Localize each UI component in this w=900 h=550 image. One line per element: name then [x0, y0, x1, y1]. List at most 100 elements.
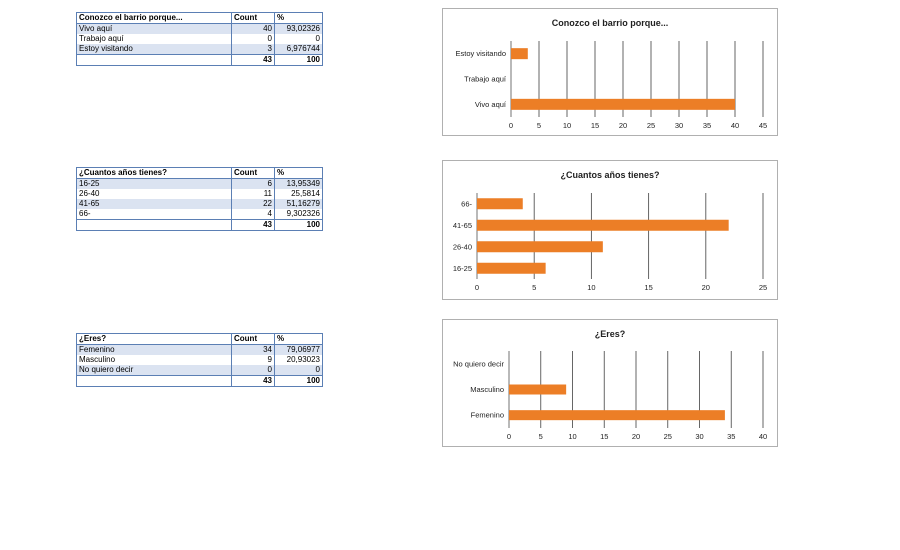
- row-count: 6: [231, 178, 275, 189]
- x-tick-label: 0: [475, 283, 479, 292]
- x-tick-label: 20: [702, 283, 710, 292]
- bar: [511, 48, 528, 60]
- row-percent: 20,93023: [286, 355, 320, 364]
- table-header-row: Conozco el barrio porque... Count %: [76, 12, 323, 24]
- row-count: 40: [231, 23, 275, 34]
- row-percent: 79,06977: [274, 344, 323, 355]
- table-row: Estoy visitando 3 6,976744: [76, 44, 323, 55]
- category-label: 41-65: [453, 221, 472, 230]
- category-label: Estoy visitando: [456, 49, 506, 58]
- category-label: Trabajo aquí: [464, 75, 507, 84]
- x-tick-label: 10: [568, 432, 576, 441]
- x-tick-label: 5: [539, 432, 543, 441]
- chart-title: ¿Eres?: [595, 329, 626, 339]
- row-count: 3: [231, 44, 275, 55]
- header-question: ¿Eres?: [76, 333, 232, 345]
- x-tick-label: 5: [532, 283, 536, 292]
- row-percent: 93,02326: [274, 23, 323, 34]
- table-row: Trabajo aquí 0 0: [76, 34, 323, 44]
- table-row: 26-40 11 25,5814: [76, 189, 323, 199]
- category-label: Vivo aquí: [475, 100, 507, 109]
- row-label: Estoy visitando: [76, 44, 232, 55]
- total-count: 43: [231, 219, 275, 231]
- chart-plot-area: 0 5 10 15 20 25 30 35 40 45 Vivo aquí Trabajo aquí E…: [456, 41, 767, 130]
- row-percent: 51,16279: [274, 199, 323, 209]
- header-count: Count: [231, 333, 275, 345]
- row-count: 9: [231, 355, 275, 365]
- total-percent: 100: [274, 54, 323, 66]
- total-percent: 100: [274, 375, 323, 387]
- header-question: Conozco el barrio porque...: [76, 12, 232, 24]
- category-label: No quiero decir: [453, 359, 504, 368]
- x-tick-label: 25: [759, 283, 767, 292]
- category-label: 26-40: [453, 242, 472, 251]
- row-percent: 0: [274, 365, 323, 376]
- x-tick-label: 15: [600, 432, 608, 441]
- table-row: Masculino 9 20,93023: [76, 355, 323, 365]
- table-total-row: 43 100: [76, 375, 323, 387]
- header-percent: %: [274, 12, 323, 24]
- row-count: 34: [231, 344, 275, 355]
- table-genero: ¿Eres? Count % Femenino 34 79,06977 Masc…: [76, 333, 323, 387]
- total-label: [76, 54, 232, 66]
- x-tick-label: 10: [563, 121, 571, 130]
- x-tick-label: 25: [664, 432, 672, 441]
- total-count: 43: [231, 54, 275, 66]
- row-label: Femenino: [76, 344, 232, 355]
- x-tick-label: 30: [675, 121, 683, 130]
- row-percent: 0: [315, 34, 320, 43]
- x-tick-label: 40: [731, 121, 739, 130]
- chart-title: Conozco el barrio porque...: [552, 18, 669, 28]
- table-row: Femenino 34 79,06977: [76, 344, 323, 355]
- x-tick-label: 10: [587, 283, 595, 292]
- bar: [477, 219, 729, 231]
- chart-plot-area: 0 5 10 15 20 25 30 35 40 Femenino Masculino No quie…: [453, 351, 767, 441]
- chart-barrio: Conozco el barrio porque... 0 5 10 15 20 25 30…: [442, 8, 778, 136]
- header-percent: %: [274, 333, 323, 345]
- row-count: 22: [231, 199, 275, 209]
- row-label: Trabajo aquí: [76, 34, 232, 44]
- header-question: ¿Cuantos años tienes?: [76, 167, 232, 179]
- row-percent: 9,302326: [286, 209, 320, 218]
- x-tick-label: 30: [695, 432, 703, 441]
- chart-edad-svg: ¿Cuantos años tienes? 0 5 10 15 20 25 16-25 26-…: [453, 170, 767, 292]
- table-header-row: ¿Cuantos años tienes? Count %: [76, 167, 323, 179]
- category-label: Femenino: [471, 411, 504, 420]
- chart-edad: ¿Cuantos años tienes? 0 5 10 15 20 25 16-25 26-…: [442, 160, 778, 300]
- total-percent: 100: [274, 219, 323, 231]
- row-percent: 13,95349: [274, 178, 323, 189]
- row-percent: 25,5814: [291, 189, 320, 198]
- row-label: No quiero decir: [76, 365, 232, 376]
- x-tick-label: 40: [759, 432, 767, 441]
- x-tick-label: 0: [507, 432, 511, 441]
- x-tick-label: 5: [537, 121, 541, 130]
- header-count: Count: [231, 12, 275, 24]
- bar: [509, 410, 725, 421]
- category-label: Masculino: [470, 385, 504, 394]
- category-label: 66-: [461, 199, 472, 208]
- row-count: 0: [231, 34, 275, 44]
- row-label: 26-40: [76, 189, 232, 199]
- row-count: 11: [231, 189, 275, 199]
- chart-plot-area: 0 5 10 15 20 25 16-25 26-40 41-65 66-: [453, 193, 767, 292]
- x-tick-label: 15: [591, 121, 599, 130]
- row-label: Masculino: [76, 355, 232, 365]
- x-tick-label: 25: [647, 121, 655, 130]
- x-tick-label: 15: [644, 283, 652, 292]
- bar: [477, 241, 603, 253]
- x-tick-label: 35: [703, 121, 711, 130]
- bar: [509, 384, 567, 395]
- x-tick-label: 20: [632, 432, 640, 441]
- row-count: 0: [231, 365, 275, 376]
- row-label: 41-65: [76, 199, 232, 209]
- x-tick-label: 45: [759, 121, 767, 130]
- bar: [511, 98, 735, 110]
- table-total-row: 43 100: [76, 54, 323, 66]
- table-row: No quiero decir 0 0: [76, 365, 323, 376]
- header-count: Count: [231, 167, 275, 179]
- total-label: [76, 375, 232, 387]
- table-row: 66- 4 9,302326: [76, 209, 323, 220]
- header-percent: %: [274, 167, 323, 179]
- x-tick-label: 35: [727, 432, 735, 441]
- total-label: [76, 219, 232, 231]
